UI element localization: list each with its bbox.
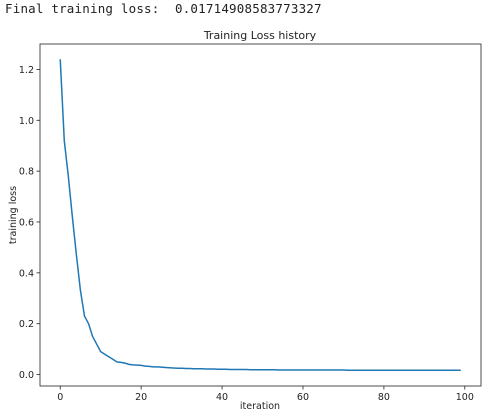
x-tick-label: 80 — [378, 392, 390, 403]
plot-area — [39, 43, 482, 387]
y-tick-label: 1.0 — [19, 116, 34, 127]
x-tick-label: 20 — [135, 392, 147, 403]
final-loss-value: 0.01714908583773327 — [174, 1, 322, 16]
y-tick-label: 1.2 — [19, 65, 34, 76]
loss-series-line — [59, 59, 461, 371]
x-axis: 0 20 40 60 80 100 — [57, 386, 474, 403]
y-tick-label: 0.4 — [19, 268, 34, 279]
y-axis-label: training loss — [8, 186, 19, 244]
x-tick-label: 40 — [216, 392, 228, 403]
final-loss-label: Final training loss: — [5, 1, 160, 16]
chart-title: Training Loss history — [203, 29, 317, 42]
y-tick-label: 0.6 — [19, 217, 34, 228]
y-tick-label: 0.2 — [19, 319, 34, 330]
y-axis: 0.0 0.2 0.4 0.6 0.8 1.0 1.2 — [19, 65, 40, 381]
final-loss-output: Final training loss: 0.01714908583773327 — [5, 1, 322, 16]
x-axis-label: iteration — [240, 401, 280, 412]
x-tick-label: 60 — [297, 392, 309, 403]
y-tick-label: 0.8 — [19, 167, 34, 178]
y-tick-label: 0.0 — [19, 370, 34, 381]
x-tick-label: 0 — [57, 392, 63, 403]
x-tick-label: 100 — [456, 392, 474, 403]
